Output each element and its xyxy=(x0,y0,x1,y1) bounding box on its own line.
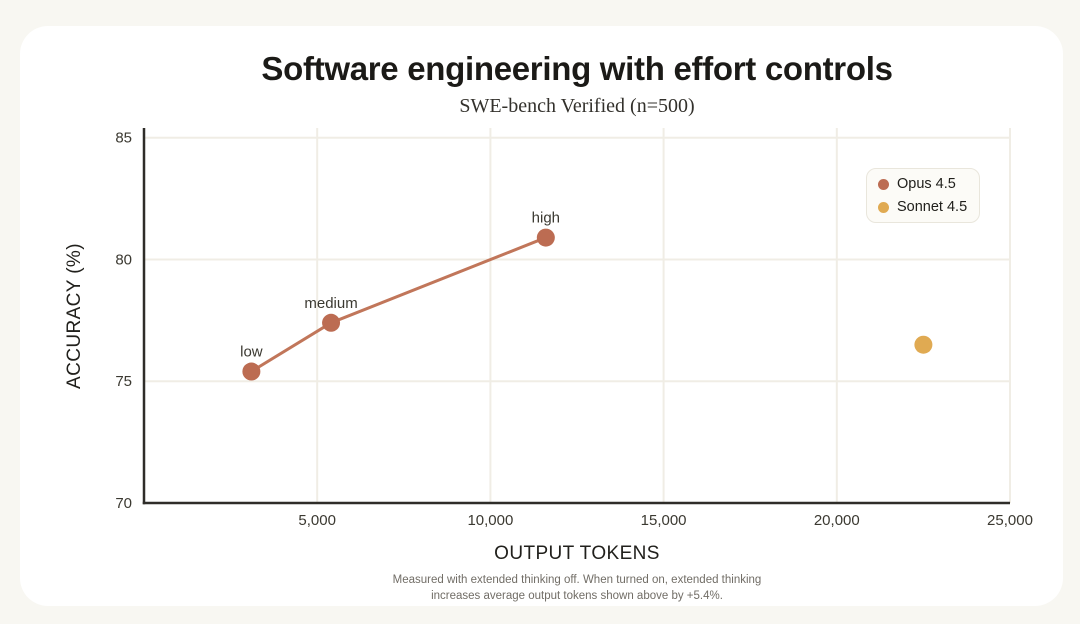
data-point-sonnet-4-5 xyxy=(914,335,933,354)
y-tick-label: 85 xyxy=(115,130,132,147)
x-tick-label: 15,000 xyxy=(641,512,687,529)
footnote-line-1: Measured with extended thinking off. Whe… xyxy=(392,574,762,586)
chart-card xyxy=(20,26,1063,606)
x-tick-label: 5,000 xyxy=(298,512,336,529)
data-point-opus-4-5-low xyxy=(242,362,261,381)
legend-label-sonnet: Sonnet 4.5 xyxy=(897,199,968,215)
legend-item-sonnet: Sonnet 4.5 xyxy=(878,199,968,215)
x-tick-label: 20,000 xyxy=(814,512,860,529)
y-tick-label: 70 xyxy=(115,495,132,512)
footnote: Measured with extended thinking off. Whe… xyxy=(144,572,1010,604)
x-tick-label: 25,000 xyxy=(987,512,1033,529)
y-tick-label: 80 xyxy=(115,251,132,268)
legend-swatch-sonnet-icon xyxy=(878,201,889,213)
x-tick-label: 10,000 xyxy=(467,512,513,529)
point-label-high: high xyxy=(532,210,560,227)
x-axis-title: OUTPUT TOKENS xyxy=(494,543,660,564)
series-line-opus-4-5 xyxy=(249,236,548,374)
legend-swatch-opus-icon xyxy=(878,178,889,190)
point-label-low: low xyxy=(240,344,263,361)
data-point-opus-4-5-high xyxy=(536,228,555,247)
legend-item-opus: Opus 4.5 xyxy=(878,176,968,192)
y-tick-label: 75 xyxy=(115,373,132,390)
footnote-line-2: increases average output tokens shown ab… xyxy=(431,590,723,602)
chart-subtitle: SWE-bench Verified (n=500) xyxy=(459,95,695,117)
legend-label-opus: Opus 4.5 xyxy=(897,176,956,192)
data-point-opus-4-5-medium xyxy=(322,313,341,332)
legend: Opus 4.5 Sonnet 4.5 xyxy=(866,168,980,223)
point-label-medium: medium xyxy=(304,295,357,312)
chart-title: Software engineering with effort control… xyxy=(261,50,893,87)
